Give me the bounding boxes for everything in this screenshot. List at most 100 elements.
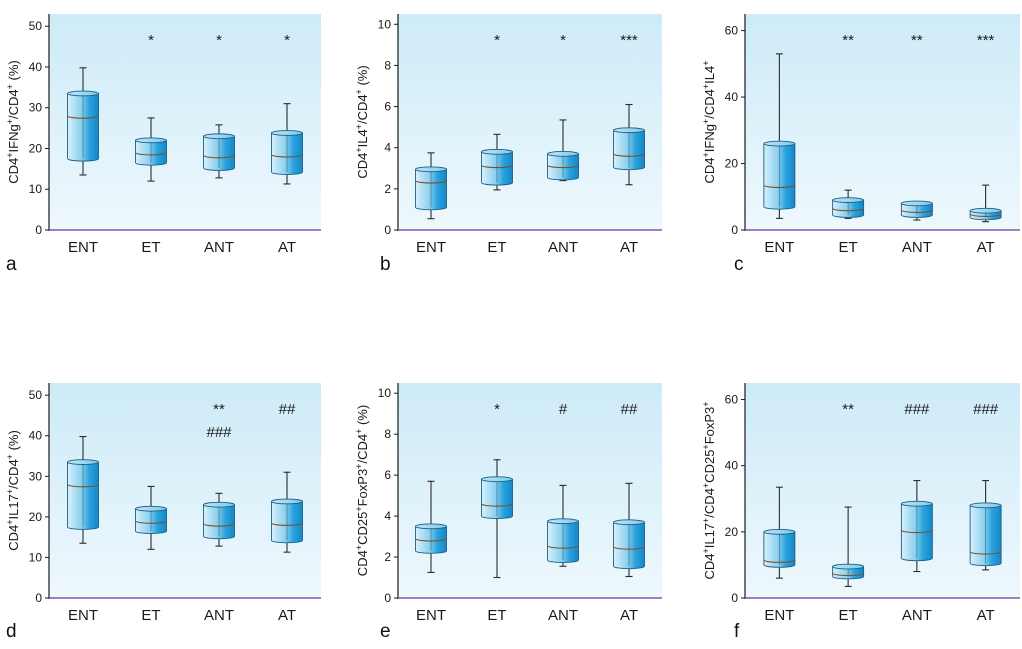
x-category-label: AT bbox=[620, 607, 638, 624]
box-ent bbox=[414, 480, 448, 573]
box-top-cap bbox=[763, 140, 796, 147]
box-et bbox=[134, 117, 168, 182]
y-tick-label: 20 bbox=[29, 510, 43, 524]
median-line bbox=[270, 154, 304, 158]
significance-marker: * bbox=[148, 32, 154, 49]
y-tick-label: 0 bbox=[731, 223, 738, 237]
median-line bbox=[763, 184, 796, 189]
y-tick-label: 6 bbox=[384, 468, 391, 482]
box-ent bbox=[763, 486, 796, 579]
box-at bbox=[270, 471, 304, 553]
box-top-cap bbox=[415, 166, 447, 173]
y-tick-label: 30 bbox=[29, 469, 43, 483]
median-line bbox=[832, 208, 865, 212]
x-category-label: ET bbox=[487, 607, 506, 624]
x-category-label: AT bbox=[977, 607, 995, 624]
panel-c: 0 20 40 60 CD4+IFNg+/CD4+IL4+ ENT ET ** ANT ** AT *… bbox=[701, 14, 1020, 275]
box-top-cap bbox=[271, 130, 303, 136]
significance-marker: ** bbox=[911, 32, 923, 49]
median-line bbox=[612, 546, 646, 550]
median-line bbox=[66, 484, 100, 488]
box-ent bbox=[66, 435, 100, 544]
y-tick-label: 2 bbox=[384, 182, 391, 196]
box-top-cap bbox=[415, 523, 447, 530]
y-tick-label: 2 bbox=[384, 550, 391, 564]
box-at bbox=[612, 103, 646, 186]
x-category-label: AT bbox=[977, 239, 995, 256]
significance-marker: * bbox=[216, 32, 222, 49]
x-category-label: ENT bbox=[764, 607, 794, 624]
box-ent bbox=[763, 53, 796, 219]
box-top-cap bbox=[613, 127, 645, 134]
median-line bbox=[969, 551, 1002, 555]
box-et bbox=[832, 189, 865, 219]
significance-marker: # bbox=[559, 401, 568, 418]
y-tick-label: 0 bbox=[35, 591, 42, 605]
y-tick-label: 4 bbox=[384, 509, 391, 523]
y-tick-label: 6 bbox=[384, 100, 391, 114]
box-at bbox=[969, 480, 1002, 571]
significance-marker: *** bbox=[620, 32, 638, 49]
box-ent bbox=[414, 152, 448, 220]
panel-e: 0 2 4 6 8 10 CD4+CD25+FoxP3+/CD4+ (%) ENT ET * ANT… bbox=[354, 383, 662, 642]
box-ent bbox=[66, 67, 100, 176]
panel-letter: b bbox=[380, 254, 391, 275]
box-ant bbox=[546, 484, 580, 567]
y-tick-label: 60 bbox=[725, 24, 739, 38]
box-ant bbox=[900, 480, 933, 573]
y-tick-label: 40 bbox=[29, 60, 43, 74]
median-line bbox=[480, 164, 514, 169]
panel-b: 0 2 4 6 8 10 CD4+IL4+/CD4+ (%) ENT ET * ANT * AT *** b bbox=[354, 14, 662, 275]
box-ant bbox=[202, 124, 236, 179]
box-et bbox=[480, 459, 514, 579]
y-tick-label: 40 bbox=[29, 429, 43, 443]
median-line bbox=[202, 155, 236, 159]
box-et bbox=[832, 506, 865, 587]
box-top-cap bbox=[613, 519, 645, 526]
box-top-cap bbox=[135, 505, 167, 512]
y-tick-label: 4 bbox=[384, 141, 391, 155]
x-category-label: AT bbox=[278, 239, 296, 256]
significance-marker: *** bbox=[977, 32, 995, 49]
box-top-cap bbox=[135, 137, 167, 144]
significance-marker: ### bbox=[904, 401, 930, 418]
x-category-label: AT bbox=[620, 239, 638, 256]
box-et bbox=[134, 485, 168, 550]
box-top-cap bbox=[547, 151, 579, 157]
median-line bbox=[480, 503, 514, 507]
y-tick-label: 10 bbox=[29, 182, 43, 196]
panel-a: 0 10 20 30 40 50 CD4+IFNg+/CD4+ (%) ENT ET * ANT * A… bbox=[5, 14, 321, 275]
median-line bbox=[414, 180, 448, 184]
box-ant bbox=[202, 492, 236, 547]
median-line bbox=[832, 572, 865, 577]
y-tick-label: 20 bbox=[29, 141, 43, 155]
box-top-cap bbox=[481, 148, 513, 155]
x-category-label: ET bbox=[839, 239, 858, 256]
x-category-label: ENT bbox=[416, 607, 446, 624]
box-at bbox=[612, 482, 646, 578]
y-tick-label: 0 bbox=[384, 591, 391, 605]
median-line bbox=[134, 152, 168, 156]
panel-letter: f bbox=[734, 621, 740, 642]
significance-marker: ** bbox=[842, 32, 854, 49]
y-tick-label: 50 bbox=[29, 388, 43, 402]
median-line bbox=[900, 529, 933, 534]
box-et bbox=[480, 133, 514, 191]
box-top-cap bbox=[832, 563, 865, 570]
x-category-label: ANT bbox=[204, 607, 234, 624]
y-tick-label: 10 bbox=[29, 550, 43, 564]
box-top-cap bbox=[969, 207, 1002, 214]
x-category-label: ENT bbox=[68, 239, 98, 256]
x-category-label: ANT bbox=[902, 607, 932, 624]
panel-letter: d bbox=[6, 621, 17, 642]
box-at bbox=[969, 184, 1002, 223]
box-top-cap bbox=[203, 501, 235, 508]
y-tick-label: 20 bbox=[725, 525, 739, 539]
y-tick-label: 60 bbox=[725, 393, 739, 407]
y-tick-label: 30 bbox=[29, 101, 43, 115]
x-category-label: ET bbox=[141, 239, 160, 256]
box-at bbox=[270, 103, 304, 185]
median-line bbox=[546, 164, 580, 169]
box-top-cap bbox=[203, 133, 235, 140]
significance-marker: ** bbox=[842, 401, 854, 418]
